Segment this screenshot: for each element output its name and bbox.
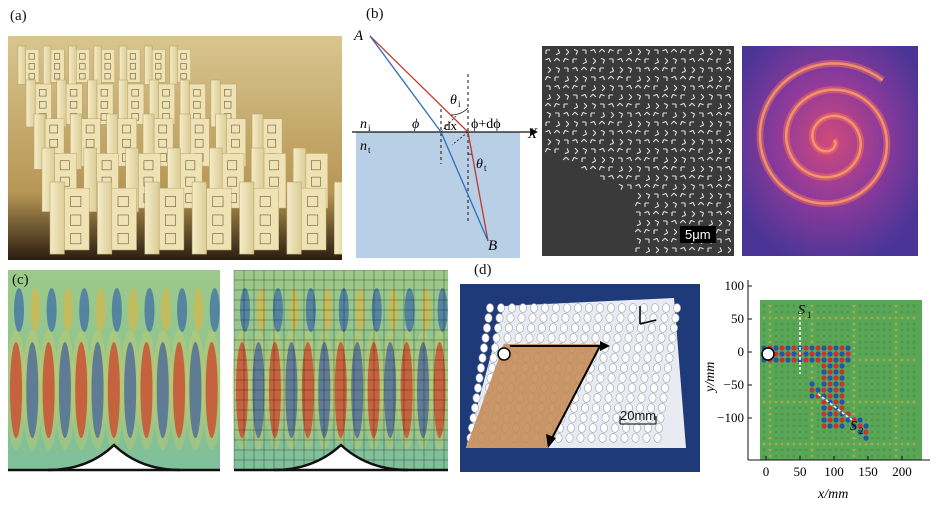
sem-image: 5μm [542, 46, 734, 256]
x-tick-label: 150 [858, 464, 878, 479]
incident-ray-blue [370, 36, 441, 132]
s1-subscript: 1 [807, 310, 812, 320]
s2-subscript: 2 [859, 426, 864, 436]
field-map-left [8, 270, 222, 475]
panel-b: (b) A B X n i n t ϕ dx ϕ+dϕ θ i θ t [352, 4, 542, 260]
dx-label: dx [444, 118, 458, 133]
panel-d-label: (d) [474, 262, 492, 279]
phi-label: ϕ [412, 117, 419, 132]
x-tick-label: 200 [892, 464, 912, 479]
field-map-right [232, 270, 448, 470]
field-plot-svg: 0 50 100 150 200 100 50 0 −50 −100 S 1 S 2 x/mm y… [700, 262, 947, 505]
photo-scalebar-label: 20mm [620, 408, 656, 423]
y-tick-label: −50 [724, 377, 744, 392]
theta-i-arc [451, 108, 468, 115]
panel-a-label: (a) [10, 8, 27, 25]
panel-a: (a) [8, 8, 342, 260]
n-i-label: n [360, 117, 367, 132]
s1-label: S [798, 303, 805, 318]
theta-i-label: θ [450, 93, 457, 108]
vortex-spiral [742, 46, 918, 256]
y-tick-label: 0 [738, 344, 745, 359]
field-maps [8, 270, 448, 475]
y-tick-label: 100 [725, 278, 745, 293]
panel-a-photo [8, 36, 342, 260]
x-axis-label: X [527, 126, 538, 142]
x-tick-label: 0 [763, 464, 770, 479]
sem-antenna-array [542, 46, 734, 256]
x-axis-label: x/mm [817, 487, 848, 502]
pillar-photo [460, 284, 700, 472]
point-a-label: A [353, 28, 364, 44]
x-tick-label: 100 [824, 464, 844, 479]
panel-c-label: (c) [12, 272, 29, 289]
field-plot: 0 50 100 150 200 100 50 0 −50 −100 S 1 S 2 x/mm y… [700, 262, 947, 505]
y-tick-label: 50 [731, 311, 744, 326]
n-t-label: n [360, 139, 367, 154]
source-icon-plot [762, 348, 774, 360]
source-icon [498, 348, 510, 360]
panel-d: (d) 20mm [460, 262, 700, 474]
theta-i-subscript: i [458, 99, 461, 109]
phi-dphi-label: ϕ+dϕ [471, 117, 501, 132]
y-tick-label: −100 [717, 410, 744, 425]
s2-label: S [850, 419, 857, 434]
x-tick-label: 50 [794, 464, 807, 479]
refraction-diagram: A B X n i n t ϕ dx ϕ+dϕ θ i θ t [352, 4, 542, 260]
y-axis-label: y/mm [703, 362, 718, 394]
theta-t-label: θ [476, 157, 483, 172]
sem-scalebar: 5μm [680, 226, 716, 243]
panel-c: (c) [8, 270, 448, 475]
vortex-image [742, 46, 918, 256]
point-b-label: B [488, 238, 497, 254]
